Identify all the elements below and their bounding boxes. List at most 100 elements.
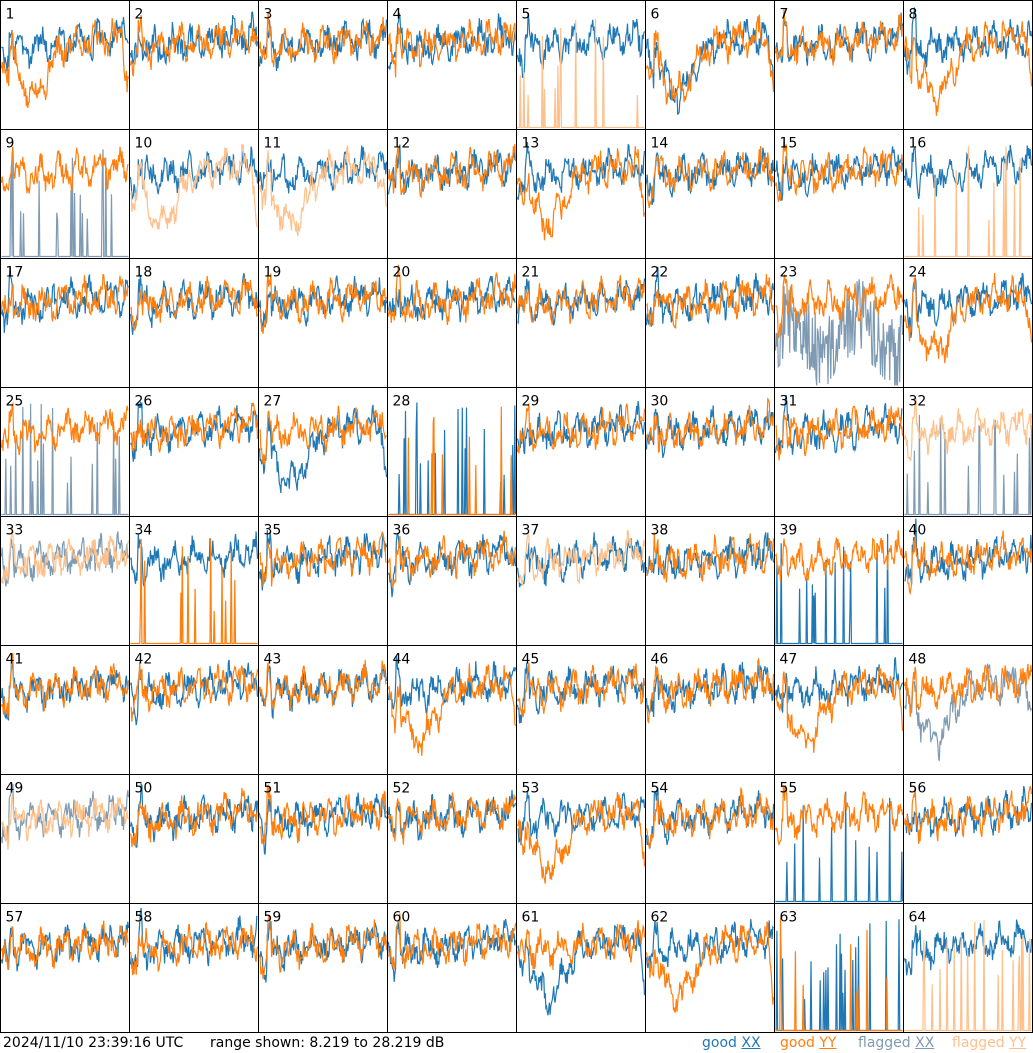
panel-frame: [258, 129, 388, 259]
panel-label: 52: [393, 781, 411, 797]
panel-label: 20: [393, 265, 411, 281]
panel-label: 16: [909, 136, 927, 152]
panel-frame: [774, 516, 904, 646]
panel-frame: [516, 0, 646, 130]
legend-label: flagged: [858, 1035, 911, 1051]
panel-label: 60: [393, 910, 411, 926]
series-xx-36: [387, 532, 517, 598]
series-yy-49: [0, 794, 130, 850]
panel-label: 10: [135, 136, 153, 152]
legend-label: flagged: [952, 1035, 1005, 1051]
series-yy-10: [129, 144, 259, 230]
panel-frame: [516, 903, 646, 1033]
series-yy-51: [259, 784, 388, 845]
series-yy-60: [387, 913, 517, 970]
panel-frame: [387, 129, 517, 259]
panel-label: 26: [135, 394, 153, 410]
series-yy-37: [516, 529, 646, 586]
panel-label: 8: [909, 7, 918, 23]
panel-label: 53: [522, 781, 540, 797]
legend-pol: YY: [819, 1035, 837, 1051]
series-xx-44: [387, 655, 517, 715]
panel-label: 29: [522, 394, 540, 410]
panel-label: 5: [522, 7, 531, 23]
timestamp: 2024/11/10 23:39:16 UTC: [3, 1035, 184, 1051]
series-yy-3: [258, 12, 387, 68]
legend-pol: YY: [1009, 1035, 1027, 1051]
panel-frame: [0, 903, 130, 1033]
panel-label: 28: [393, 394, 411, 410]
series-xx-39: [775, 533, 903, 645]
panel-label: 17: [6, 265, 24, 281]
panel-label: 38: [651, 523, 669, 539]
series-xx-34: [129, 531, 259, 587]
panel-label: 9: [6, 136, 15, 152]
panel-label: 12: [393, 136, 411, 152]
series-yy-27: [259, 405, 388, 465]
series-yy-28: [388, 406, 516, 516]
series-yy-24: [903, 273, 1033, 364]
panel-label: 50: [135, 781, 153, 797]
panel-label: 57: [6, 910, 24, 926]
panel-frame: [129, 903, 259, 1033]
panel-label: 11: [264, 136, 282, 152]
series-xx-32: [904, 414, 1033, 516]
series-yy-8: [903, 19, 1033, 116]
series-yy-22: [645, 274, 775, 329]
series-yy-61: [516, 920, 646, 971]
series-yy-42: [130, 662, 259, 722]
series-xx-37: [516, 532, 646, 588]
panel-frame: [387, 0, 517, 130]
panel-frame: [774, 0, 904, 130]
panel-frame: [129, 645, 259, 775]
panel-label: 24: [909, 265, 927, 281]
panel-frame: [258, 774, 388, 904]
panel-frame: [645, 129, 775, 259]
panel-label: 27: [264, 394, 282, 410]
panel-label: 58: [135, 910, 153, 926]
series-xx-33: [0, 531, 130, 587]
series-yy-32: [903, 395, 1033, 462]
series-yy-4: [387, 18, 517, 78]
legend-label: good: [702, 1035, 737, 1051]
panel-frame: [903, 0, 1033, 130]
panel-label: 31: [780, 394, 798, 410]
series-yy-34: [130, 538, 258, 645]
panel-frame: [774, 645, 904, 775]
footer-bar: 2024/11/10 23:39:16 UTC range shown: 8.2…: [0, 1033, 1033, 1053]
series-yy-44: [387, 663, 517, 756]
panel-frame: [0, 645, 130, 775]
legend-good-xx: good XX: [702, 1033, 761, 1053]
series-xx-9: [1, 146, 129, 258]
panel-label: 63: [780, 910, 798, 926]
range-readout: range shown: 8.219 to 28.219 dB: [210, 1035, 445, 1051]
series-xx-15: [774, 146, 904, 201]
panel-label: 56: [909, 781, 927, 797]
series-xx-53: [517, 790, 646, 846]
series-yy-47: [775, 668, 904, 753]
series-yy-56: [903, 786, 1033, 845]
panel-label: 42: [135, 652, 153, 668]
series-yy-1: [0, 17, 130, 108]
panel-label: 14: [651, 136, 669, 152]
panel-frame: [129, 129, 259, 259]
panel-frame: [258, 258, 388, 388]
series-xx-17: [0, 266, 130, 333]
panel-frame: [516, 387, 646, 517]
panel-frame: [0, 0, 130, 130]
legend-pol: XX: [915, 1035, 935, 1051]
series-yy-9: [0, 146, 129, 194]
panel-label: 13: [522, 136, 540, 152]
panel-frame: [903, 645, 1033, 775]
series-yy-29: [516, 403, 646, 454]
panel-label: 35: [264, 523, 282, 539]
series-xx-38: [645, 532, 775, 580]
panel-label: 33: [6, 523, 24, 539]
series-yy-11: [258, 145, 388, 237]
panel-frame: [645, 387, 775, 517]
panel-label: 37: [522, 523, 540, 539]
series-yy-6: [645, 14, 775, 105]
series-yy-31: [775, 405, 904, 461]
panel-frame: [645, 258, 775, 388]
